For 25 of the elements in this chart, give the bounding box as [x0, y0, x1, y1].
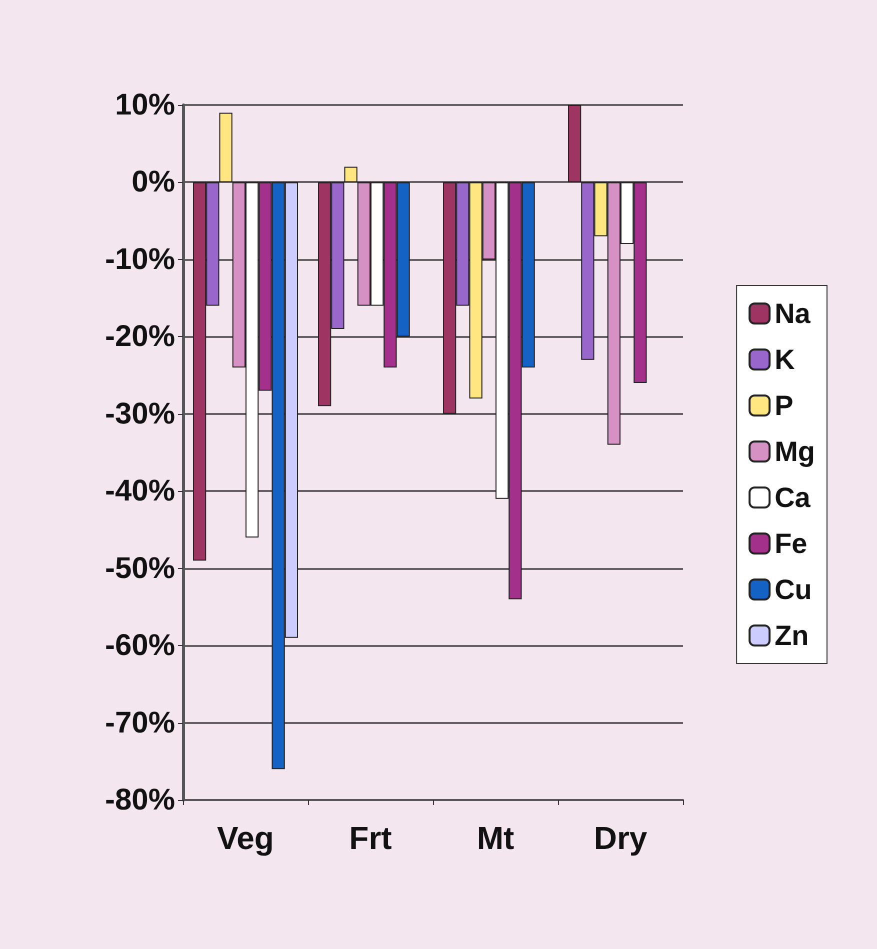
legend-label: P — [774, 390, 794, 421]
legend-label: Fe — [774, 528, 808, 559]
y-tick-label: -30% — [104, 397, 175, 430]
legend-label: Zn — [774, 620, 809, 651]
y-tick-label: -10% — [104, 242, 175, 276]
y-tick-label: 0% — [132, 166, 175, 199]
y-tick-label: 10% — [114, 88, 175, 122]
y-tick-label: -60% — [104, 629, 175, 662]
x-tick-label: Mt — [476, 820, 514, 856]
bar — [219, 112, 232, 182]
x-tick-label: Veg — [217, 820, 274, 856]
legend-label: K — [774, 344, 795, 375]
y-tick-label: -70% — [104, 706, 175, 740]
x-tick-label: Frt — [349, 820, 392, 856]
bar — [568, 105, 582, 182]
y-tick-label: -20% — [104, 320, 175, 354]
legend-label: Na — [774, 298, 811, 329]
legend-label: Mg — [774, 436, 816, 467]
y-tick-label: -40% — [104, 474, 175, 508]
x-tick-label: Dry — [594, 820, 648, 856]
bar — [344, 166, 358, 182]
y-tick-label: -50% — [104, 552, 175, 585]
y-tick-label: -80% — [104, 784, 175, 816]
legend-label: Ca — [774, 482, 811, 513]
legend-label: Cu — [774, 574, 812, 605]
